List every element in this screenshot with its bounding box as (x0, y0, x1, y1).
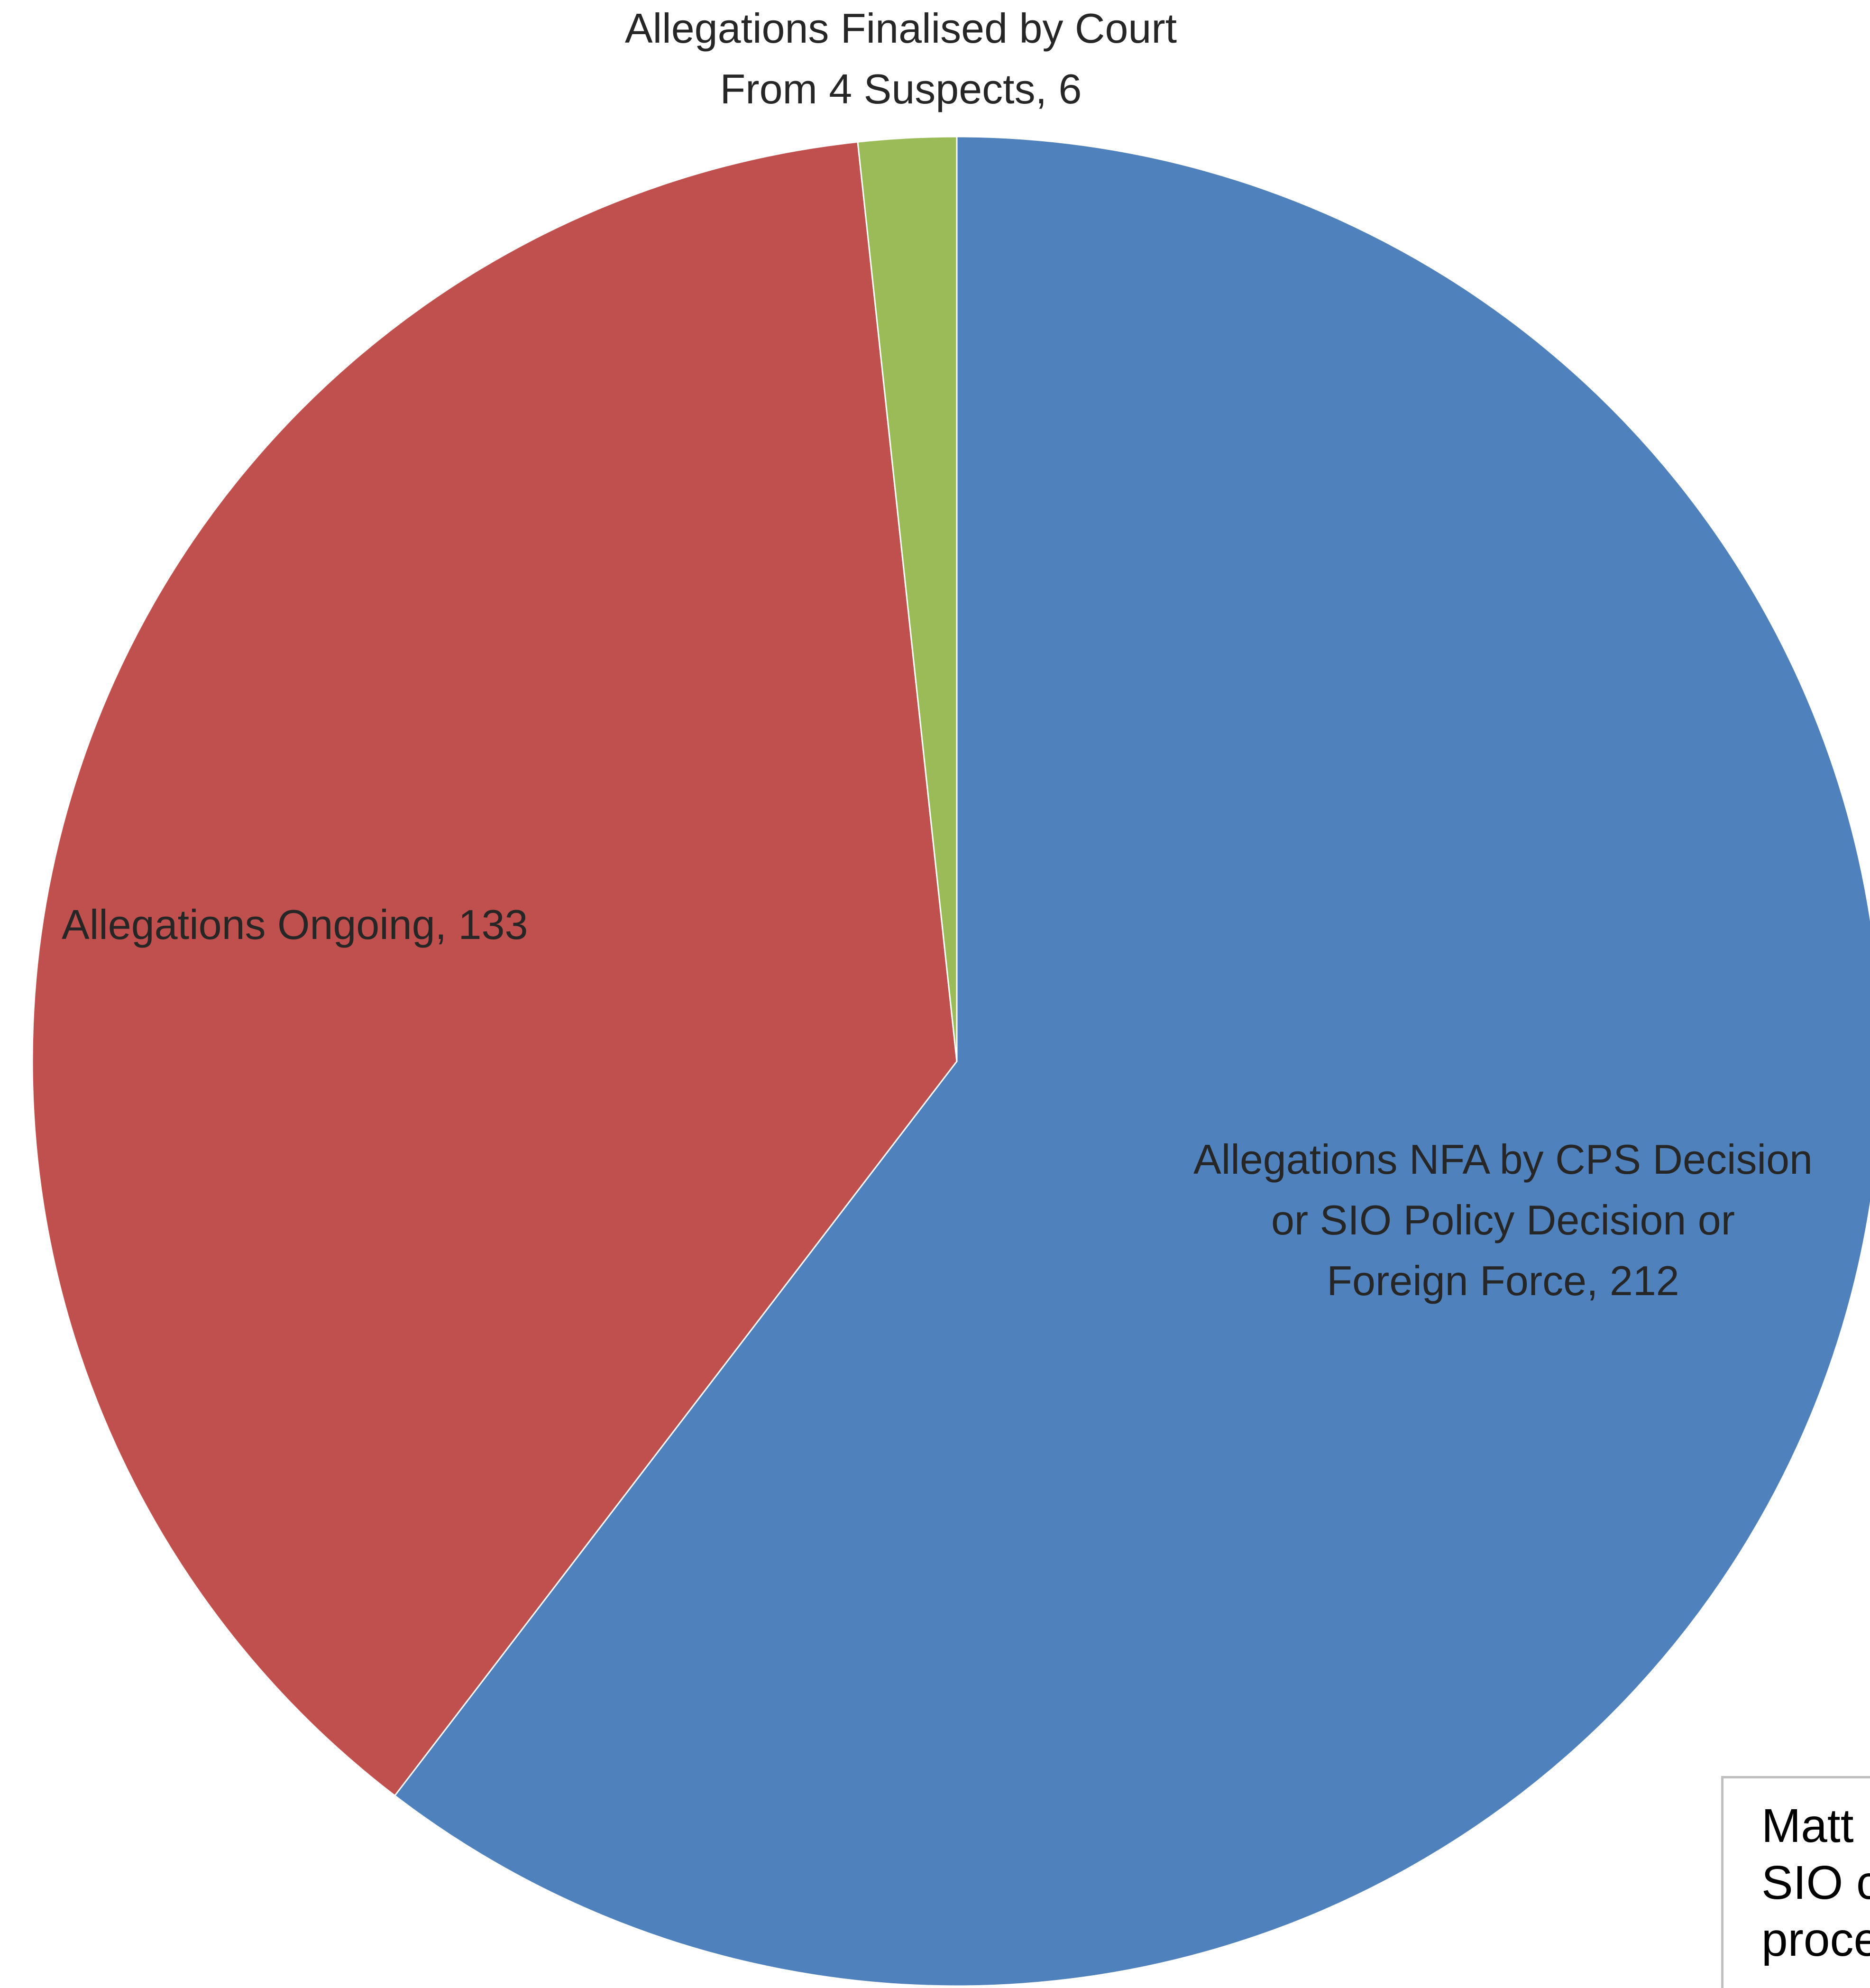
slice-nfa (394, 136, 1870, 1987)
label-nfa: Allegations NFA by CPS Decision or SIO Po… (1193, 1136, 1813, 1304)
note-line-2: SIO c (1761, 1856, 1870, 1909)
note-line-1: Matt (1761, 1799, 1854, 1852)
label-nfa-line-1: Allegations NFA by CPS Decision (1193, 1136, 1813, 1183)
label-finalised: Allegations Finalised by Court From 4 Sus… (625, 5, 1177, 112)
label-ongoing: Allegations Ongoing, 133 (62, 901, 528, 948)
label-ongoing-line-1: Allegations Ongoing, 133 (62, 901, 528, 948)
label-nfa-line-3: Foreign Force, 212 (1327, 1257, 1679, 1304)
pie-labels: Allegations NFA by CPS Decision or SIO Po… (62, 5, 1813, 1304)
pie-slices (31, 136, 1870, 1987)
note-box: Matt SIO c proce (1721, 1776, 1870, 1988)
slice-finalised (857, 136, 958, 1062)
label-nfa-line-2: or SIO Policy Decision or (1271, 1196, 1735, 1243)
slice-ongoing (31, 141, 958, 1797)
label-finalised-line-1: Allegations Finalised by Court (625, 5, 1177, 52)
note-line-3: proce (1761, 1913, 1870, 1966)
label-finalised-line-2: From 4 Suspects, 6 (720, 65, 1082, 112)
